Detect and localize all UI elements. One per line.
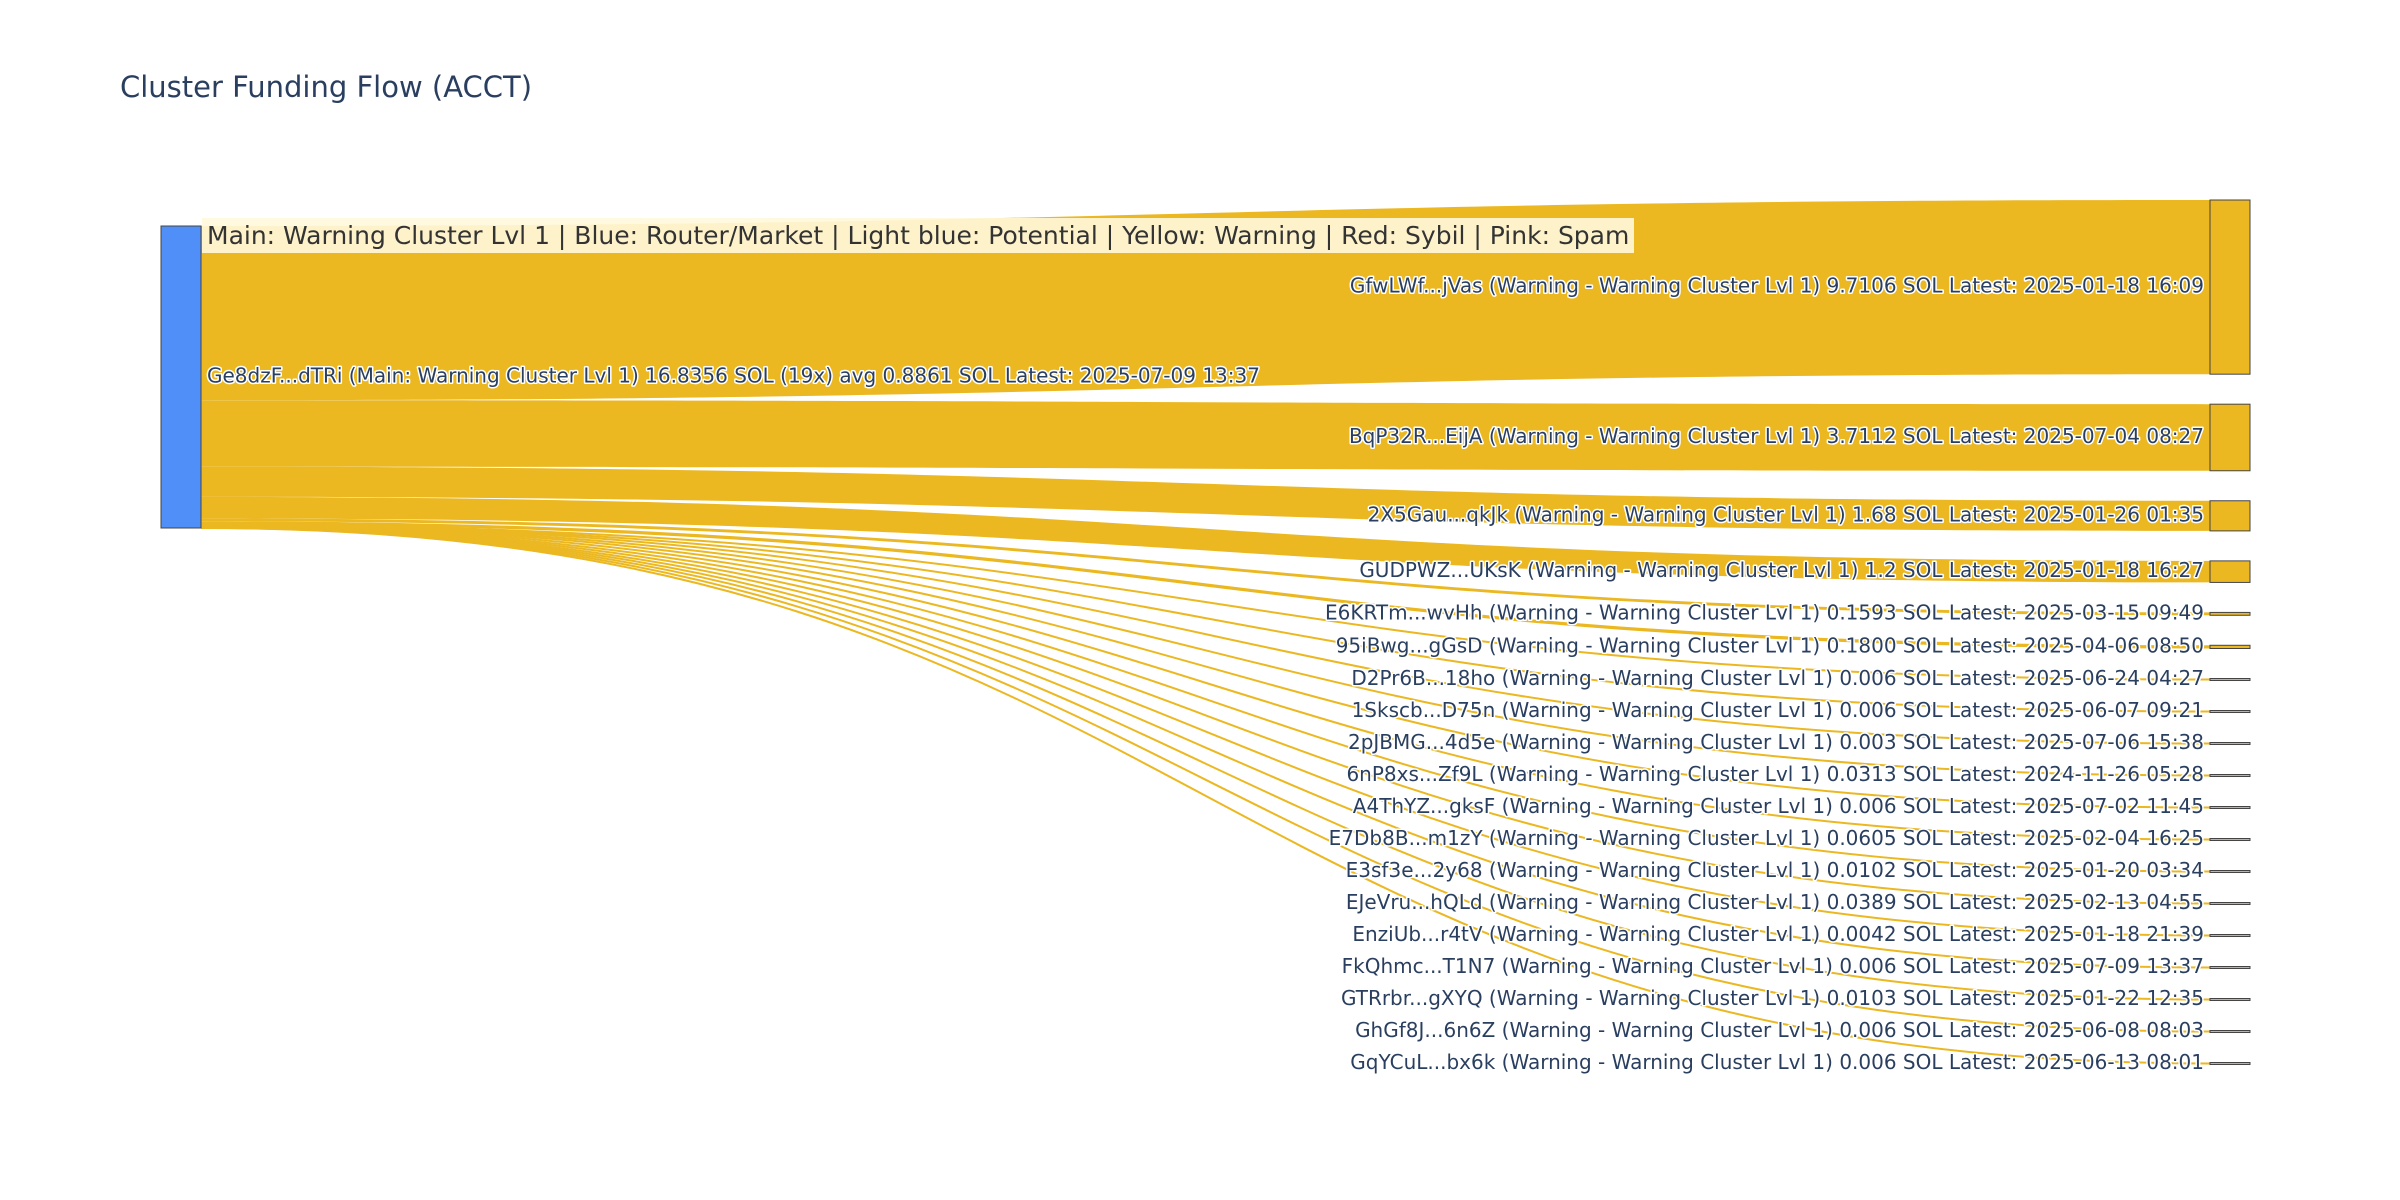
flow-link-gtrrbr-gxyq (200, 526, 2211, 1001)
target-node-e3sf3e-2y68 (2209, 870, 2251, 874)
source-node-label: Ge8dzF...dTRi (Main: Warning Cluster Lvl… (207, 364, 1260, 388)
target-node-label-a4thyz-gksf: A4ThYZ...gksF (Warning - Warning Cluster… (1353, 794, 2204, 818)
target-node-label-6np8xs-zf9l: 6nP8xs...Zf9L (Warning - Warning Cluster… (1346, 762, 2204, 786)
flow-link-95ibwg-ggsd (201, 521, 2210, 649)
target-node-label-1skscb-d75n: 1Skscb...D75n (Warning - Warning Cluster… (1352, 698, 2204, 722)
target-node-label-ghgf8j-6n6z: GhGf8J...6n6Z (Warning - Warning Cluster… (1355, 1018, 2204, 1042)
target-node-gqycul-bx6k (2209, 1062, 2251, 1066)
target-node-label-fkqhmc-t1n7: FkQhmc...T1N7 (Warning - Warning Cluster… (1342, 954, 2204, 978)
source-node (160, 225, 202, 529)
flow-link-1skscb-d75n (200, 523, 2211, 713)
target-node-label-e6krtm-wvhh: E6KRTm...wvHh (Warning - Warning Cluster… (1325, 600, 2204, 624)
flow-link-6np8xs-zf9l (200, 524, 2211, 777)
flow-link-2x5gau-qkjk (201, 466, 2210, 531)
chart-title: Cluster Funding Flow (ACCT) (120, 70, 533, 104)
target-node-label-2pjbmg-4d5e: 2pJBMG...4d5e (Warning - Warning Cluster… (1348, 730, 2204, 754)
target-node-label-95ibwg-ggsd: 95iBwg...gGsD (Warning - Warning Cluster… (1336, 633, 2204, 657)
target-node-label-gudpwz-uksk: GUDPWZ...UKsK (Warning - Warning Cluster… (1359, 558, 2204, 582)
target-node-label-ejevru-hqld: EJeVru...hQLd (Warning - Warning Cluster… (1346, 890, 2204, 914)
flow-link-ejevru-hqld (200, 526, 2211, 905)
flow-link-fkqhmc-t1n7 (200, 526, 2211, 969)
sankey-nodes (160, 199, 2251, 1066)
target-node-2pjbmg-4d5e (2209, 742, 2251, 746)
target-node-ghgf8j-6n6z (2209, 1030, 2251, 1034)
flow-link-ghgf8j-6n6z (200, 526, 2211, 1033)
target-node-ejevru-hqld (2209, 902, 2251, 906)
target-node-label-e3sf3e-2y68: E3sf3e...2y68 (Warning - Warning Cluster… (1346, 858, 2204, 882)
target-node-label-d2pr6b-18ho: D2Pr6B...18ho (Warning - Warning Cluster… (1351, 666, 2204, 690)
target-node-gfwlwf-jvas (2209, 199, 2251, 375)
target-node-label-enziub-r4tv: EnziUb...r4tV (Warning - Warning Cluster… (1352, 922, 2204, 946)
target-node-d2pr6b-18ho (2209, 678, 2251, 682)
target-node-gudpwz-uksk (2209, 560, 2251, 583)
legend-annotation: Main: Warning Cluster Lvl 1 | Blue: Rout… (202, 218, 1635, 253)
target-node-1skscb-d75n (2209, 710, 2251, 714)
target-node-2x5gau-qkjk (2209, 500, 2251, 532)
target-node-label-gfwlwf-jvas: GfwLWf...jVas (Warning - Warning Cluster… (1350, 274, 2204, 298)
target-node-e7db8b-m1zy (2209, 838, 2251, 842)
target-node-e6krtm-wvhh (2209, 611, 2251, 616)
target-node-label-bqp32r-eija: BqP32R...EijA (Warning - Warning Cluster… (1349, 424, 2204, 448)
target-node-label-gtrrbr-gxyq: GTRrbr...gXYQ (Warning - Warning Cluster… (1341, 986, 2204, 1010)
target-node-enziub-r4tv (2209, 934, 2251, 938)
target-node-label-e7db8b-m1zy: E7Db8B...m1zY (Warning - Warning Cluster… (1329, 826, 2204, 850)
flow-link-d2pr6b-18ho (200, 523, 2211, 681)
target-node-gtrrbr-gxyq (2209, 998, 2251, 1002)
target-node-bqp32r-eija (2209, 403, 2251, 472)
flow-link-bqp32r-eija (201, 400, 2210, 471)
flow-link-a4thyz-gksf (200, 524, 2211, 809)
flow-link-2pjbmg-4d5e (200, 523, 2211, 745)
sankey-labels: Ge8dzF...dTRi (Main: Warning Cluster Lvl… (206, 272, 2206, 1075)
flow-link-e3sf3e-2y68 (200, 525, 2211, 873)
flow-link-gudpwz-uksk (201, 496, 2210, 583)
target-node-label-2x5gau-qkjk: 2X5Gau...qkJk (Warning - Warning Cluster… (1368, 502, 2204, 526)
target-node-fkqhmc-t1n7 (2209, 966, 2251, 970)
flow-link-e7db8b-m1zy (200, 524, 2211, 841)
target-node-label-gqycul-bx6k: GqYCuL...bx6k (Warning - Warning Cluster… (1350, 1050, 2204, 1074)
flow-link-gqycul-bx6k (200, 526, 2211, 1065)
target-node-6np8xs-zf9l (2209, 774, 2251, 778)
target-node-a4thyz-gksf (2209, 806, 2251, 810)
target-node-95ibwg-ggsd (2209, 644, 2251, 650)
flow-link-enziub-r4tv (200, 526, 2211, 937)
flow-link-e6krtm-wvhh (201, 518, 2210, 616)
